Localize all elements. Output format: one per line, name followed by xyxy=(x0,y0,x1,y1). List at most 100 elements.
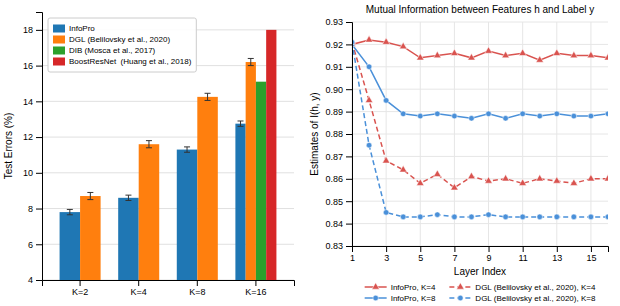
tick-mark xyxy=(346,156,352,157)
tick: 0.84 xyxy=(325,219,352,229)
tick-label: K=16 xyxy=(245,287,266,297)
marker xyxy=(468,54,475,60)
tick-label: 8 xyxy=(28,204,33,214)
legend-swatch xyxy=(53,58,65,66)
tick-mark xyxy=(489,246,490,252)
tick-label: 0.92 xyxy=(325,40,343,50)
marker xyxy=(382,157,389,163)
tick-mark xyxy=(36,280,42,281)
marker xyxy=(587,175,594,181)
legend-swatch-marker xyxy=(457,283,464,289)
marker xyxy=(434,51,441,57)
legend-label: DIB (Mosca et al., 2017) xyxy=(69,46,156,55)
marker xyxy=(588,214,594,220)
y-axis-title: Test Errors (%) xyxy=(3,113,14,180)
marks xyxy=(352,36,608,220)
tick-label: 0.86 xyxy=(325,174,343,184)
bar xyxy=(235,124,245,280)
tick-mark xyxy=(346,179,352,180)
legend-item: BoostResNet (Huang et al., 2018) xyxy=(53,57,192,66)
legend-label: DGL (Belilovsky et al., 2020), K=8 xyxy=(475,294,596,303)
tick-mark xyxy=(80,280,81,286)
marker xyxy=(587,51,594,57)
error-bar xyxy=(87,192,93,199)
tick-mark xyxy=(346,201,352,202)
marker xyxy=(451,49,458,55)
grid-line xyxy=(352,66,608,67)
error-bar xyxy=(248,58,254,65)
x-axis-title: Layer Index xyxy=(454,266,506,277)
marker xyxy=(537,214,543,220)
line xyxy=(352,42,608,188)
x-axis: K=2K=4K=8K=16 xyxy=(43,280,295,297)
tick: 8 xyxy=(28,204,42,214)
tick-mark xyxy=(346,246,352,247)
marker xyxy=(553,49,560,55)
error-bar xyxy=(125,195,131,200)
bar xyxy=(60,212,81,280)
marker xyxy=(400,111,406,117)
marker xyxy=(486,111,492,117)
tick-mark xyxy=(346,67,352,68)
grid-line xyxy=(352,134,608,135)
legend-swatch-marker xyxy=(373,295,379,301)
marker xyxy=(435,111,441,117)
tick: 18 xyxy=(23,25,42,35)
tick-label: K=2 xyxy=(72,287,88,297)
legend-label: BoostResNet (Huang et al., 2018) xyxy=(69,57,192,66)
tick: 0.87 xyxy=(325,152,352,162)
tick-label: 4 xyxy=(28,275,33,285)
marker xyxy=(537,113,543,119)
tick: 0.83 xyxy=(325,241,352,251)
line xyxy=(352,44,608,118)
legend-label: InfoPro, K=4 xyxy=(391,283,436,292)
y-axis: 0.830.840.850.860.870.880.890.900.910.92… xyxy=(325,17,352,251)
grid xyxy=(352,22,608,246)
tick-label: K=8 xyxy=(189,287,205,297)
tick-label: 9 xyxy=(487,253,492,263)
marker xyxy=(553,177,560,183)
tick-mark xyxy=(36,30,42,31)
marker xyxy=(503,116,509,122)
marker xyxy=(451,183,458,189)
tick: 15 xyxy=(586,246,596,263)
legend: InfoProDGL (Belilovsky et al., 2020)DIB … xyxy=(48,18,196,72)
title: Mutual Information between Features h an… xyxy=(366,4,594,15)
marker xyxy=(485,177,492,183)
grid-line xyxy=(352,111,608,112)
tick-mark xyxy=(420,246,421,252)
tick-mark xyxy=(386,246,387,252)
tick: 12 xyxy=(23,132,42,142)
tick-mark xyxy=(36,209,42,210)
tick-label: 16 xyxy=(23,61,33,71)
legend-item: InfoPro, K=8 xyxy=(365,294,436,303)
tick-label: 10 xyxy=(23,168,33,178)
marker xyxy=(519,49,526,55)
marker xyxy=(435,212,441,218)
error-bar xyxy=(67,209,73,214)
tick-mark xyxy=(346,112,352,113)
marker xyxy=(468,172,475,178)
marker xyxy=(383,210,389,216)
tick-mark xyxy=(36,244,42,245)
marker xyxy=(536,56,543,62)
marker xyxy=(588,113,594,119)
axis-line xyxy=(353,247,609,253)
bar xyxy=(256,82,266,280)
tick-mark xyxy=(346,224,352,225)
marker xyxy=(469,116,475,122)
bar xyxy=(118,198,139,280)
legend-label: InfoPro xyxy=(69,24,95,33)
chart: K=2K=4K=8K=164681012141618Test Errors (%… xyxy=(0,0,620,306)
tick-label: 0.87 xyxy=(325,152,343,162)
tick-mark xyxy=(454,246,455,252)
x-axis: 13579111315 xyxy=(350,246,609,263)
tick: 0.93 xyxy=(325,17,352,27)
marker xyxy=(502,51,509,57)
legend-swatch xyxy=(53,47,65,55)
marker xyxy=(605,111,608,117)
tick-mark xyxy=(523,246,524,252)
tick-mark xyxy=(36,101,42,102)
grid-line xyxy=(352,156,608,157)
tick-label: 0.91 xyxy=(325,62,343,72)
